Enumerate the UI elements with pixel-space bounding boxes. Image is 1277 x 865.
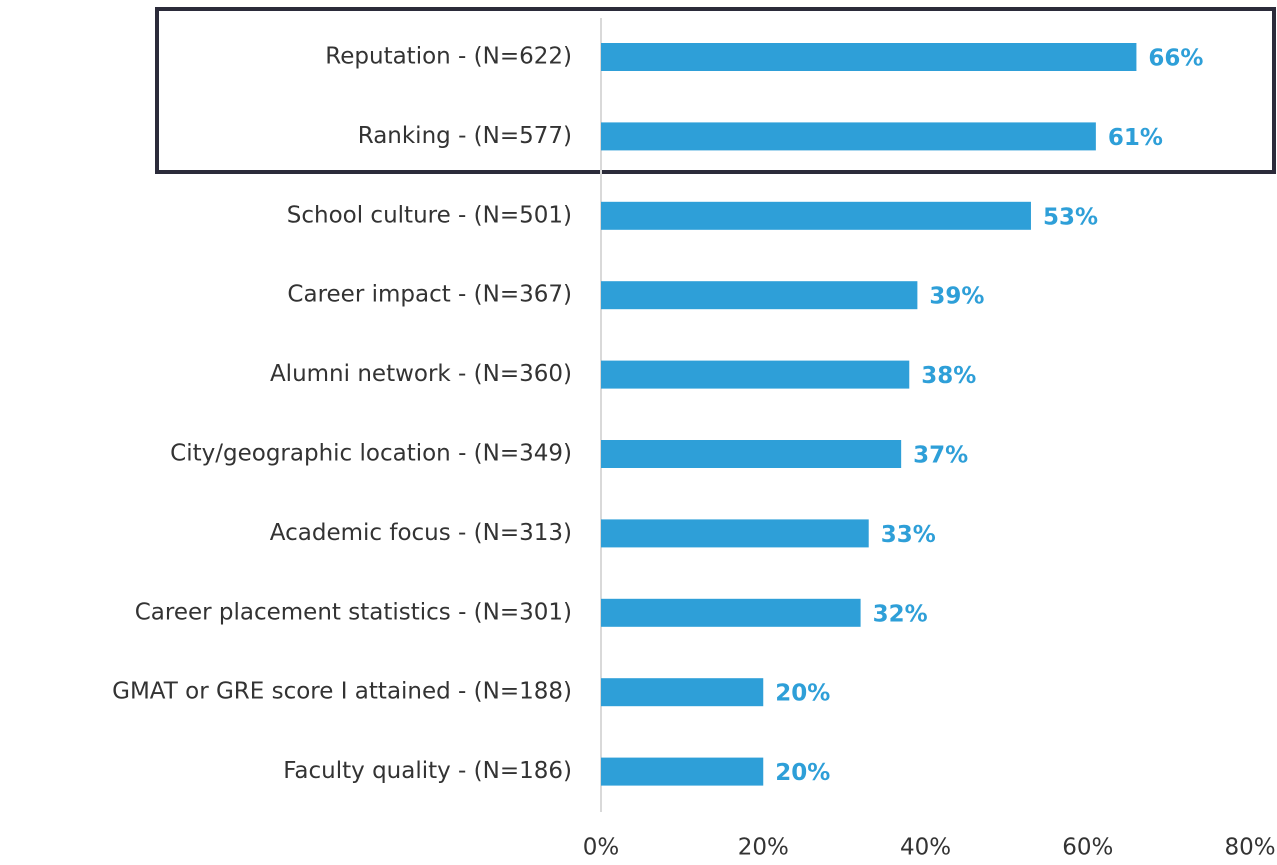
bar [601, 122, 1096, 151]
category-label: Reputation - (N=622) [325, 44, 572, 70]
x-tick-label: 0% [583, 835, 620, 861]
bar [601, 201, 1031, 230]
category-label: Academic focus - (N=313) [270, 520, 572, 546]
bar [601, 281, 918, 310]
category-label: Career placement statistics - (N=301) [135, 599, 572, 625]
category-label: GMAT or GRE score I attained - (N=188) [112, 679, 572, 705]
category-label: Ranking - (N=577) [358, 123, 572, 149]
value-label: 20% [775, 760, 830, 786]
category-label: City/geographic location - (N=349) [170, 441, 572, 467]
x-tick-label: 80% [1224, 835, 1275, 861]
value-label: 20% [775, 681, 830, 707]
category-label: Alumni network - (N=360) [270, 361, 572, 387]
bar [601, 360, 910, 389]
bar [601, 519, 869, 548]
bar [601, 43, 1137, 71]
value-label: 61% [1108, 125, 1163, 151]
x-tick-label: 40% [900, 835, 951, 861]
category-label: School culture - (N=501) [287, 202, 572, 228]
value-label: 53% [1043, 204, 1098, 230]
bar [601, 598, 861, 627]
x-tick-label: 60% [1062, 835, 1113, 861]
highlight-box [155, 7, 1276, 174]
category-label: Faculty quality - (N=186) [283, 758, 572, 784]
x-tick-label: 20% [738, 835, 789, 861]
value-label: 37% [913, 443, 968, 469]
category-label: Career impact - (N=367) [287, 282, 572, 308]
value-label: 39% [929, 284, 984, 310]
value-label: 66% [1148, 46, 1203, 72]
value-label: 33% [881, 522, 936, 548]
bar [601, 440, 902, 468]
bar [601, 678, 764, 707]
value-label: 38% [921, 363, 976, 389]
value-label: 32% [873, 601, 928, 627]
bar [601, 757, 764, 786]
